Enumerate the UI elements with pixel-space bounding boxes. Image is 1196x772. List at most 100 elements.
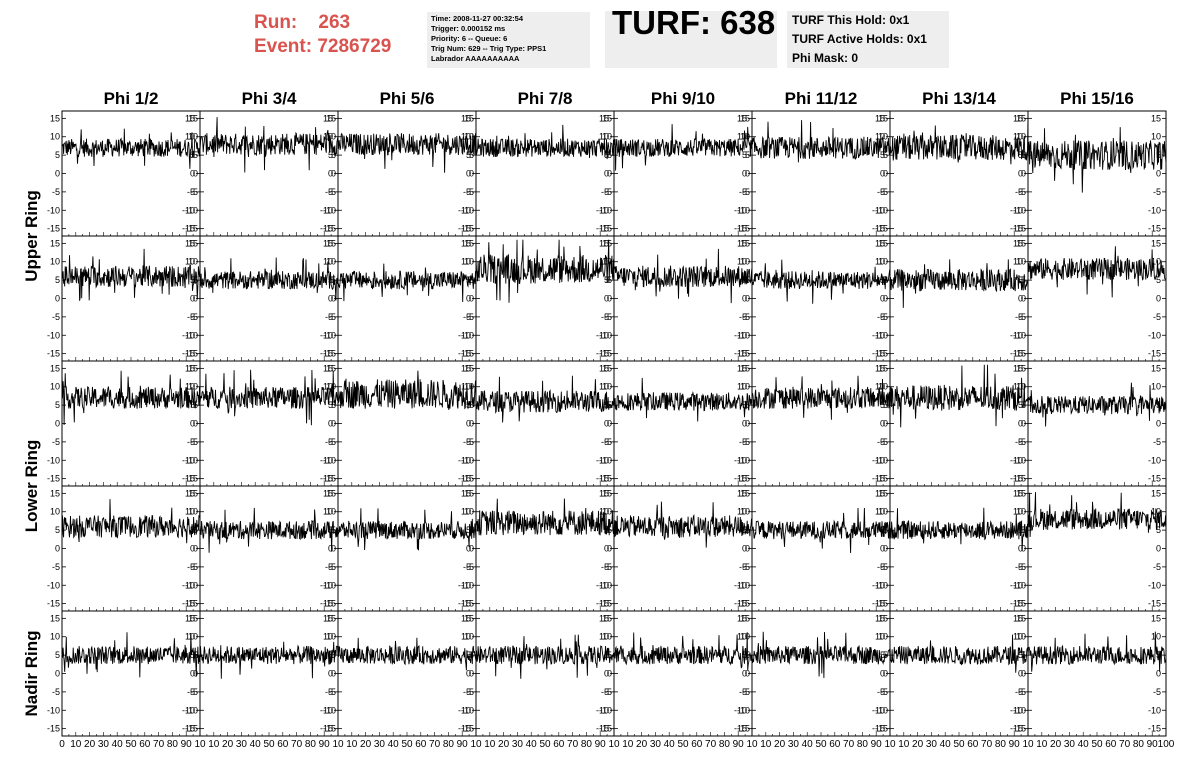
y-tick-label-inner: -5 bbox=[325, 312, 333, 322]
y-tick-label: 0 bbox=[469, 544, 474, 554]
y-tick-label: 5 bbox=[745, 150, 750, 160]
y-tick-label: 0 bbox=[745, 169, 750, 179]
y-tick-label-inner: 10 bbox=[323, 507, 333, 517]
x-tick-label: 60 bbox=[829, 739, 841, 750]
waveform-series bbox=[1027, 127, 1167, 193]
waveform-series bbox=[337, 508, 477, 551]
y-tick-label-inner: -10 bbox=[458, 455, 471, 465]
y-tick-label-inner: -5 bbox=[601, 687, 609, 697]
y-tick-label: -5 bbox=[1018, 437, 1026, 447]
y-tick-label: -15 bbox=[1013, 724, 1026, 734]
waveform-series bbox=[889, 634, 1029, 673]
y-tick-label-inner: 0 bbox=[880, 169, 885, 179]
y-tick-label-inner: 5 bbox=[466, 150, 471, 160]
y-tick-label: -15 bbox=[875, 349, 888, 359]
x-tick-label: 30 bbox=[236, 739, 248, 750]
y-tick-label-inner: -15 bbox=[1010, 474, 1023, 484]
waveform-series bbox=[613, 377, 753, 422]
y-tick-label-inner: -10 bbox=[182, 330, 195, 340]
y-tick-label-inner: -15 bbox=[320, 224, 333, 234]
y-tick-label: -15 bbox=[599, 349, 612, 359]
column-header: Phi 3/4 bbox=[242, 89, 297, 108]
y-tick-label-inner: 5 bbox=[1018, 275, 1023, 285]
panel-frame bbox=[889, 235, 1029, 362]
x-tick-label: 80 bbox=[581, 739, 593, 750]
y-tick-label: -5 bbox=[880, 562, 888, 572]
y-tick-label-inner: -15 bbox=[1010, 724, 1023, 734]
y-tick-label: 0 bbox=[883, 544, 888, 554]
y-tick-label: 15 bbox=[740, 113, 750, 123]
y-tick-label: 5 bbox=[883, 150, 888, 160]
y-tick-label: -5 bbox=[742, 687, 750, 697]
y-tick-label-inner: 10 bbox=[1013, 507, 1023, 517]
y-tick-label-inner: 5 bbox=[1018, 650, 1023, 660]
y-tick-label: -5 bbox=[190, 437, 198, 447]
y-tick-label: 15 bbox=[1016, 613, 1026, 623]
y-tick-label-inner: -10 bbox=[734, 705, 747, 715]
y-tick-label: 0 bbox=[1021, 419, 1026, 429]
y-tick-label: 5 bbox=[55, 400, 60, 410]
y-tick-label-inner: 10 bbox=[323, 382, 333, 392]
y-tick-label-inner: 5 bbox=[328, 400, 333, 410]
y-tick-label-right: -15 bbox=[1148, 224, 1161, 234]
x-tick-label: 70 bbox=[429, 739, 441, 750]
x-tick-label: 40 bbox=[1078, 739, 1090, 750]
y-tick-label: -15 bbox=[185, 349, 198, 359]
y-tick-label-inner: -5 bbox=[877, 312, 885, 322]
y-tick-label: -10 bbox=[875, 705, 888, 715]
y-tick-label-inner: 5 bbox=[880, 650, 885, 660]
y-tick-label-inner: -15 bbox=[1010, 224, 1023, 234]
panel-frame bbox=[475, 610, 615, 737]
waveform-series bbox=[1027, 246, 1167, 298]
y-tick-label: -15 bbox=[47, 599, 60, 609]
y-tick-label: 5 bbox=[883, 525, 888, 535]
x-tick-label: 40 bbox=[802, 739, 814, 750]
y-tick-label-inner: 10 bbox=[599, 382, 609, 392]
x-tick-label: 30 bbox=[926, 739, 938, 750]
y-tick-label-right: -15 bbox=[1148, 474, 1161, 484]
y-tick-label: -5 bbox=[1018, 187, 1026, 197]
y-tick-label-inner: 0 bbox=[604, 294, 609, 304]
y-tick-label-inner: -15 bbox=[734, 349, 747, 359]
y-tick-label-inner: 5 bbox=[1018, 400, 1023, 410]
y-tick-label: -15 bbox=[737, 224, 750, 234]
y-tick-label: -10 bbox=[1013, 205, 1026, 215]
y-tick-label-inner: 0 bbox=[466, 294, 471, 304]
y-tick-label: -15 bbox=[875, 224, 888, 234]
y-tick-label: 10 bbox=[188, 257, 198, 267]
y-tick-label-inner: 15 bbox=[1013, 488, 1023, 498]
y-tick-label: -5 bbox=[52, 687, 60, 697]
y-tick-label: 5 bbox=[55, 150, 60, 160]
x-tick-label: 50 bbox=[677, 739, 689, 750]
y-tick-label: 10 bbox=[464, 507, 474, 517]
y-tick-label-inner: 5 bbox=[880, 400, 885, 410]
y-tick-label-inner: -5 bbox=[187, 187, 195, 197]
y-tick-label: 0 bbox=[607, 669, 612, 679]
y-tick-label: 5 bbox=[607, 400, 612, 410]
waveform-series bbox=[751, 375, 891, 420]
y-tick-label-inner: 0 bbox=[328, 419, 333, 429]
y-tick-label: 10 bbox=[602, 132, 612, 142]
y-tick-label-inner: 10 bbox=[599, 632, 609, 642]
y-tick-label: 10 bbox=[326, 507, 336, 517]
y-tick-label-inner: 0 bbox=[604, 544, 609, 554]
y-tick-label: 0 bbox=[55, 294, 60, 304]
y-tick-label: 15 bbox=[740, 488, 750, 498]
panel-frame bbox=[751, 235, 891, 362]
y-tick-label: -5 bbox=[52, 187, 60, 197]
panel-frame bbox=[1027, 235, 1167, 362]
y-tick-label: -10 bbox=[599, 705, 612, 715]
y-tick-label: 10 bbox=[464, 382, 474, 392]
y-tick-label-inner: -5 bbox=[463, 562, 471, 572]
y-tick-label: 0 bbox=[193, 294, 198, 304]
y-tick-label: 0 bbox=[331, 294, 336, 304]
waveform-series bbox=[751, 120, 891, 163]
y-tick-label-inner: 15 bbox=[185, 613, 195, 623]
y-tick-label-inner: 10 bbox=[323, 632, 333, 642]
y-tick-label-inner: 15 bbox=[875, 613, 885, 623]
info-trignum: Trig Num: 629 -- Trig Type: PPS1 bbox=[431, 44, 547, 53]
y-tick-label-right: 0 bbox=[1156, 294, 1161, 304]
y-tick-label: 10 bbox=[1016, 382, 1026, 392]
y-tick-label-inner: -15 bbox=[320, 724, 333, 734]
y-tick-label-inner: 5 bbox=[328, 150, 333, 160]
